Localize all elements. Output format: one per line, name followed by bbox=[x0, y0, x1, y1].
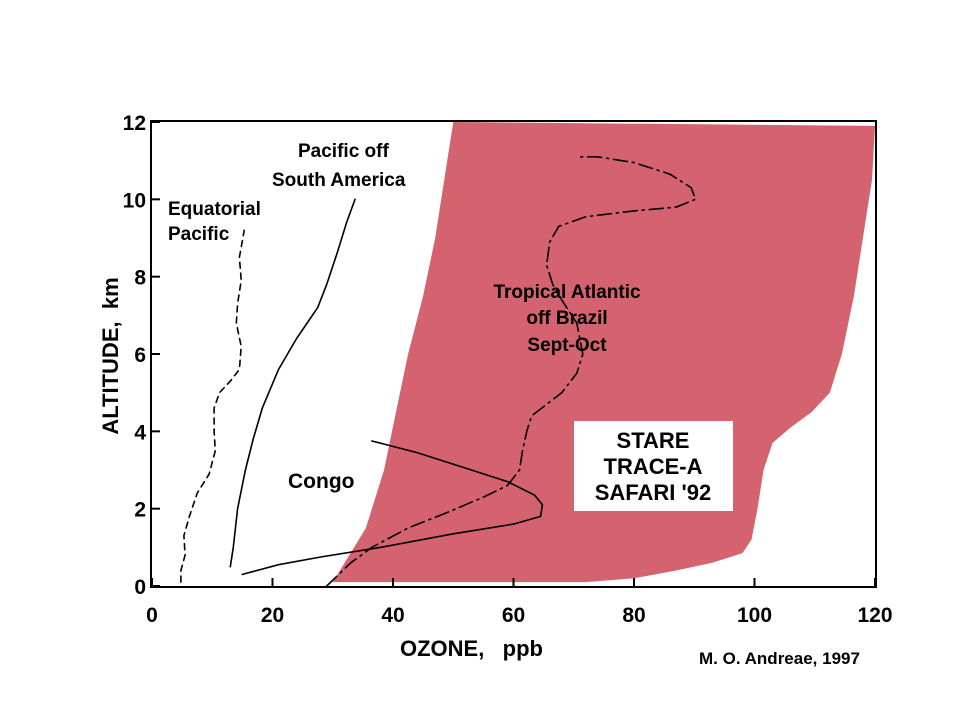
equatorial-pacific-label-2: Pacific bbox=[168, 224, 230, 245]
region-stare-trace-a-safari-92 bbox=[332, 122, 875, 583]
x-axis-title: OZONE, ppb bbox=[400, 636, 543, 661]
pacific-sa-label-2: South America bbox=[272, 170, 406, 191]
x-tick-label: 80 bbox=[622, 604, 645, 627]
campaign-box-line-3: SAFARI '92 bbox=[595, 480, 712, 505]
y-tick-label: 0 bbox=[134, 576, 146, 599]
series-layer bbox=[180, 156, 697, 587]
series-line-equatorial-pacific bbox=[180, 229, 245, 583]
series-line-tropical-atlantic-off-brazil-sept-oct bbox=[325, 156, 697, 587]
x-tick-label: 20 bbox=[261, 604, 284, 627]
x-tick-label: 40 bbox=[381, 604, 404, 627]
congo-label: Congo bbox=[288, 470, 354, 493]
tropical-atlantic-label-2: off Brazil bbox=[526, 308, 607, 329]
y-tick-label: 4 bbox=[134, 421, 146, 444]
y-tick-label: 6 bbox=[134, 344, 146, 367]
y-tick-label: 2 bbox=[134, 499, 146, 522]
author-credit: M. O. Andreae, 1997 bbox=[699, 649, 860, 668]
tropical-atlantic-label-1: Tropical Atlantic bbox=[493, 282, 641, 303]
plot-frame bbox=[150, 120, 877, 588]
tropical-atlantic-label-3: Sept-Oct bbox=[527, 335, 607, 356]
campaign-box bbox=[574, 421, 733, 511]
x-tick-label: 120 bbox=[857, 604, 892, 627]
series-line-congo bbox=[241, 440, 544, 576]
tick-layer: 0 20 40 60 80 100 120 0 2 4 6 8 10 12 bbox=[123, 112, 893, 627]
campaign-box-line-1: STARE bbox=[617, 428, 690, 453]
x-tick-label: 60 bbox=[502, 604, 525, 627]
equatorial-pacific-label-1: Equatorial bbox=[168, 199, 261, 220]
y-tick-label: 8 bbox=[134, 267, 146, 290]
x-tick-label: 100 bbox=[737, 604, 772, 627]
region-layer bbox=[332, 122, 875, 583]
campaign-box-line-2: TRACE-A bbox=[604, 454, 703, 479]
x-tick-label: 0 bbox=[146, 604, 158, 627]
series-line-pacific-off-south-america bbox=[229, 198, 356, 568]
pacific-sa-label-1: Pacific off bbox=[298, 141, 389, 162]
y-tick-label: 12 bbox=[123, 112, 146, 135]
y-tick-label: 10 bbox=[123, 189, 146, 212]
y-axis-title: ALTITUDE, km bbox=[98, 277, 123, 434]
